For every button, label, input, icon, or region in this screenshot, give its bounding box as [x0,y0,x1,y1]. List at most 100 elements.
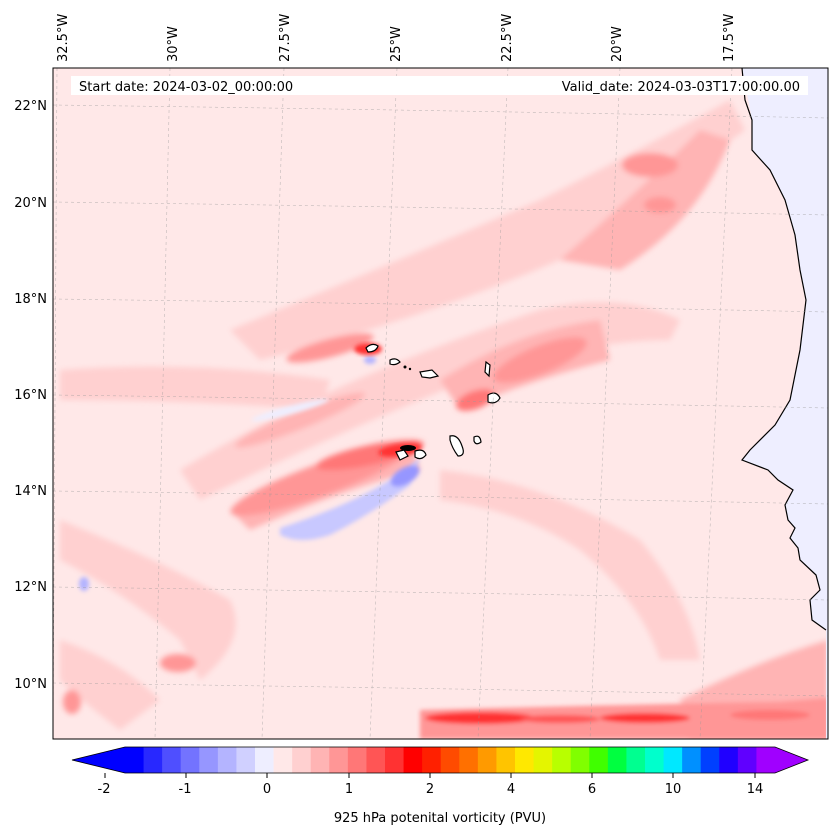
colorbar-segment [217,747,238,773]
colorbar-segment [719,747,739,773]
colorbar-ticks [104,773,756,778]
colorbar-segment [162,747,182,773]
colorbar-outline [71,746,810,774]
african-coastline [741,68,827,631]
meridian-17-5w [699,68,733,739]
colorbar-segment [515,747,535,773]
pv-core-east [493,337,587,383]
parallel-12n [53,586,828,601]
map-area [53,68,828,739]
pv-band-southeast [440,470,700,660]
pv-band-north [230,100,745,360]
valid-date-label: Valid_date: 2024-03-03T17:00:00.00 [562,80,800,95]
islet-santa-luzia [403,365,407,369]
pv-core-far-sw [63,690,81,714]
lat-label-12n: 12°N [14,580,47,595]
island-santo-antao [365,343,379,353]
colorbar-title: 925 hPa potenital vorticity (PVU) [334,811,546,826]
island-santiago [449,435,464,457]
pv-negative-west [79,577,89,591]
colorbar-segment [496,747,516,773]
pv-band-ne [560,130,730,270]
lon-label-17-5w: 17.5°W [722,14,737,62]
parallel-22n [53,104,828,119]
colorbar-segment [385,747,405,773]
cbar-label-1: 1 [345,782,353,797]
pv-band-west [60,366,330,410]
colorbar-segment [589,747,609,773]
lat-label-14n: 14°N [14,484,47,499]
colorbar-segment [626,747,646,773]
colorbar-segment [682,747,702,773]
parallel-14n [53,490,828,505]
colorbar-segment [403,747,423,773]
lat-label-10n: 10°N [14,677,47,692]
colorbar-segment [440,747,460,773]
longitude-labels: 32.5°W 30°W 27.5°W 25°W 22.5°W 20°W 17.5… [56,14,737,62]
pv-negative-anomalies [79,356,420,591]
colorbar-segment [180,747,200,773]
meridian-25w [369,68,398,739]
pv-core-ne [622,153,678,177]
lon-label-25w: 25°W [389,26,404,62]
colorbar: -2 -1 0 1 2 4 6 10 14 925 hPa potenital … [71,746,810,826]
colorbar-segment [607,747,628,773]
colorbar-segment [199,747,219,773]
island-sao-vicente [389,358,401,366]
colorbar-extend-high [775,747,808,773]
lon-label-22-5w: 22.5°W [500,14,515,62]
pv-southern-band [420,698,828,739]
colorbar-segment [570,747,590,773]
african-land [742,68,828,739]
cbar-label-2: 2 [426,782,434,797]
pv-southern-core-2 [600,713,690,723]
colorbar-segment [366,747,386,773]
lon-label-27-5w: 27.5°W [278,14,293,62]
lat-label-20n: 20°N [14,196,47,211]
lon-label-32-5w: 32.5°W [56,14,71,62]
colorbar-tick-labels: -2 -1 0 1 2 4 6 10 14 [98,782,764,797]
meridian-27-5w [261,68,285,739]
cbar-label-m2: -2 [98,782,111,797]
meridian-22-5w [477,68,509,739]
pv-negative-band [280,458,420,540]
colorbar-segment [125,747,145,773]
small-islets [403,365,412,371]
colorbar-segment [255,747,275,773]
colorbar-segment [273,747,293,773]
lon-label-30w: 30°W [166,26,181,62]
pv-core-ne2 [644,197,676,213]
colorbar-segment [347,747,368,773]
colorbar-segment [143,747,163,773]
latitude-labels: 22°N 20°N 18°N 16°N 14°N 12°N 10°N [14,99,47,692]
pv-core-left-band [235,392,365,448]
island-maio [473,435,482,445]
pv-negative-band2 [251,398,329,422]
meridian-30w [154,68,171,739]
map-frame [52,67,829,740]
island-fogo [414,449,427,460]
colorbar-segment [422,747,442,773]
cbar-label-10: 10 [665,782,682,797]
pv-core-east2 [455,389,495,411]
pv-negative-core [390,465,420,487]
colorbar-segment [645,747,665,773]
cbar-label-14: 14 [747,782,764,797]
lat-label-16n: 16°N [14,388,47,403]
pv-negative-small [364,356,376,364]
pv-southern-core-3 [520,715,600,723]
pv-band-southwest [60,520,236,680]
colorbar-segment [552,747,572,773]
pv-core-sw-blob [160,654,196,672]
cbar-label-m1: -1 [179,782,192,797]
colorbar-segment [236,747,256,773]
pv-band-lower-left [60,640,160,730]
start-date-label: Start date: 2024-03-02_00:00:00 [79,80,293,95]
colorbar-segment [533,747,553,773]
lat-label-18n: 18°N [14,292,47,307]
colorbar-segment [292,747,312,773]
pv-southern-core-1 [425,712,535,724]
colorbar-segment [737,747,758,773]
island-brava [395,449,409,461]
